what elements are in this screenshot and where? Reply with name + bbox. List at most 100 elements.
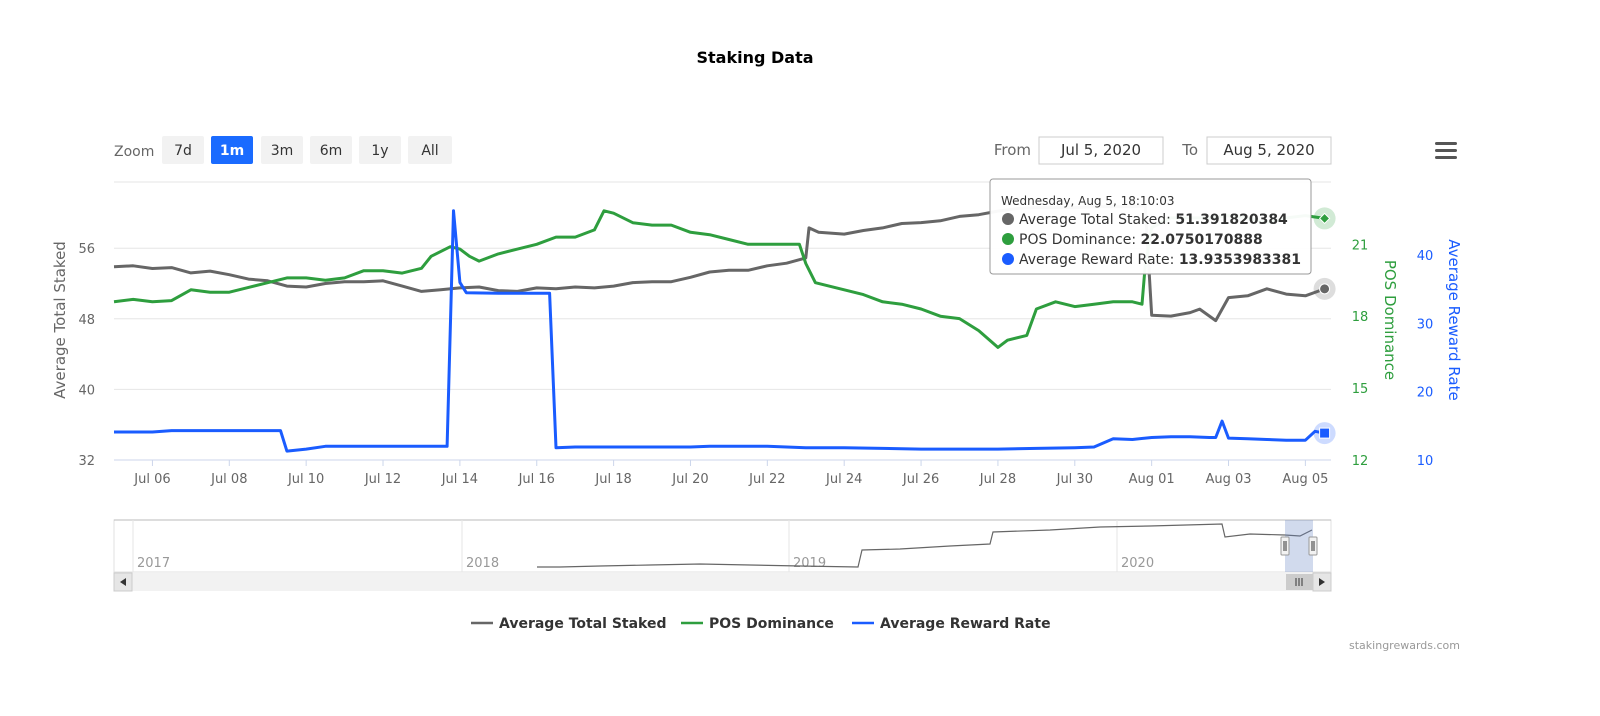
- arrow-left-icon: [120, 578, 126, 586]
- tooltip-row: POS Dominance: 22.0750170888: [1002, 232, 1263, 248]
- legend-item-1[interactable]: POS Dominance: [681, 616, 834, 632]
- scroll-right-button[interactable]: [1312, 572, 1332, 592]
- to-date-value: Aug 5, 2020: [1223, 141, 1314, 159]
- tooltip-value: 13.9353983381: [1179, 252, 1301, 268]
- zoom-button-label: All: [421, 143, 438, 159]
- zoom-label: Zoom: [114, 144, 154, 160]
- hover-marker-2: [1313, 422, 1336, 445]
- svg-text:Average Reward Rate: 13.935398: Average Reward Rate: 13.9353983381: [1019, 252, 1301, 268]
- x-tick-label: Aug 03: [1205, 472, 1251, 487]
- range-selector: From Jul 5, 2020 To Aug 5, 2020: [994, 136, 1332, 165]
- zoom-button-1y[interactable]: 1y: [359, 136, 401, 164]
- tooltip-dot: [1002, 253, 1014, 265]
- y-tick-label: 32: [78, 454, 95, 469]
- tooltip-dot: [1002, 213, 1014, 225]
- y-tick-label: 12: [1352, 454, 1369, 469]
- x-tick-label: Jul 22: [748, 472, 785, 487]
- y-axis-title: Average Reward Rate: [1445, 239, 1463, 400]
- x-tick-label: Jul 10: [287, 472, 324, 487]
- tooltip-series-name: Average Total Staked: [1019, 212, 1166, 228]
- to-label: To: [1181, 141, 1198, 159]
- y-tick-label: 40: [1417, 249, 1434, 264]
- navigator-year-label: 2017: [137, 556, 170, 571]
- credits-link[interactable]: stakingrewards.com: [1349, 639, 1460, 652]
- tooltip-series-name: Average Reward Rate: [1019, 252, 1170, 268]
- hover-marker-0: [1313, 277, 1336, 300]
- y-tick-label: 15: [1352, 382, 1369, 397]
- from-label: From: [994, 141, 1031, 159]
- tooltip-row: Average Reward Rate: 13.9353983381: [1002, 252, 1301, 268]
- zoom-button-6m[interactable]: 6m: [310, 136, 352, 164]
- y-tick-label: 20: [1417, 386, 1434, 401]
- x-tick-label: Aug 01: [1129, 472, 1175, 487]
- tooltip-dot: [1002, 233, 1014, 245]
- tooltip-value: 51.391820384: [1175, 212, 1288, 228]
- navigator-handle-right[interactable]: [1308, 536, 1318, 556]
- zoom-button-label: 1y: [371, 143, 388, 159]
- series-line-1[interactable]: [113, 209, 1325, 349]
- x-tick-label: Jul 06: [133, 472, 170, 487]
- x-tick-label: Jul 26: [902, 472, 939, 487]
- navigator-year-label: 2019: [793, 556, 826, 571]
- y-tick-label: 18: [1352, 310, 1369, 325]
- tooltip-row: Average Total Staked: 51.391820384: [1002, 212, 1288, 228]
- navigator: 2017 2018 2019 2020: [113, 519, 1332, 592]
- zoom-button-label: 6m: [320, 143, 343, 159]
- x-tick-label: Jul 14: [441, 472, 478, 487]
- navigator-selection-mask[interactable]: [1285, 520, 1313, 572]
- x-tick-label: Jul 20: [671, 472, 708, 487]
- scrollbar-track: [114, 573, 1331, 591]
- zoom-button-3m[interactable]: 3m: [261, 136, 303, 164]
- navigator-year-label: 2020: [1121, 556, 1154, 571]
- zoom-button-all[interactable]: All: [408, 136, 452, 164]
- to-date-input[interactable]: [1206, 136, 1332, 165]
- from-date-value: Jul 5, 2020: [1060, 141, 1141, 159]
- zoom-button-7d[interactable]: 7d: [162, 136, 204, 164]
- navigator-scrollbar[interactable]: [113, 572, 1332, 592]
- tooltip-series-name: POS Dominance: [1019, 232, 1131, 248]
- x-axis: Jul 06 Jul 08 Jul 10 Jul 12 Jul 14 Jul 16 Jul …: [114, 459, 1331, 487]
- legend-item-0[interactable]: Average Total Staked: [471, 616, 667, 632]
- x-tick-label: Jul 30: [1056, 472, 1093, 487]
- y-axis-title: Average Total Staked: [51, 241, 69, 399]
- context-menu-button[interactable]: [1432, 139, 1460, 163]
- scroll-left-button[interactable]: [113, 572, 133, 592]
- y-tick-label: 56: [78, 242, 95, 257]
- tooltip: Wednesday, Aug 5, 18:10:03 Average Total…: [989, 178, 1312, 275]
- legend-label: Average Reward Rate: [880, 616, 1051, 632]
- hover-markers: [1313, 207, 1336, 445]
- zoom-button-label: 1m: [220, 143, 244, 159]
- series-line-2[interactable]: [114, 209, 1325, 453]
- zoom-button-1m[interactable]: 1m: [211, 136, 253, 164]
- x-tick-label: Jul 28: [979, 472, 1016, 487]
- svg-text:Average Total Staked: 51.39182: Average Total Staked: 51.391820384: [1019, 212, 1288, 228]
- legend: Average Total Staked POS Dominance Average…: [471, 616, 1051, 632]
- y-tick-label: 48: [78, 313, 95, 328]
- y-axis-title: POS Dominance: [1381, 260, 1399, 380]
- navigator-frame: [113, 519, 1332, 573]
- zoom-button-label: 3m: [271, 143, 294, 159]
- x-tick-label: Jul 12: [364, 472, 401, 487]
- zoom-buttons: 7d 1m 3m 6m 1y All: [162, 136, 452, 164]
- x-tick-label: Aug 05: [1282, 472, 1328, 487]
- hover-marker-1: [1313, 207, 1336, 230]
- navigator-year-label: 2018: [466, 556, 499, 571]
- zoom-button-label: 7d: [174, 143, 192, 159]
- y-tick-label: 30: [1417, 317, 1434, 332]
- from-date-input[interactable]: [1038, 136, 1164, 165]
- legend-label: Average Total Staked: [499, 616, 667, 632]
- tooltip-header: Wednesday, Aug 5, 18:10:03: [1001, 194, 1175, 208]
- legend-item-2[interactable]: Average Reward Rate: [852, 616, 1051, 632]
- arrow-right-icon: [1319, 578, 1325, 586]
- legend-label: POS Dominance: [709, 616, 834, 632]
- scrollbar-thumb[interactable]: [1286, 574, 1313, 590]
- chart-title: Staking Data: [696, 48, 813, 67]
- svg-text:POS Dominance: 22.0750170888: POS Dominance: 22.0750170888: [1019, 232, 1263, 248]
- tooltip-value: 22.0750170888: [1140, 232, 1262, 248]
- x-tick-label: Jul 18: [594, 472, 631, 487]
- navigator-handle-left[interactable]: [1280, 536, 1290, 556]
- y-tick-label: 40: [78, 383, 95, 398]
- navigator-series-line: [537, 523, 1313, 568]
